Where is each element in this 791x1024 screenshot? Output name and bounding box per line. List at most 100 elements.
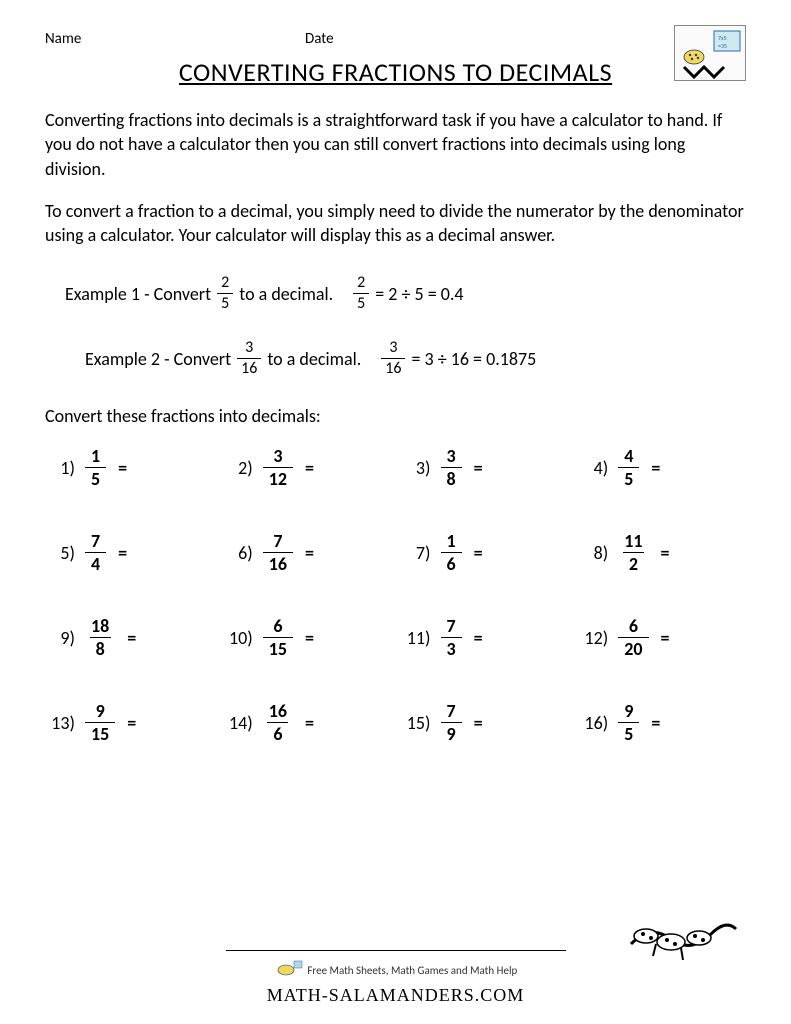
fraction: 16 xyxy=(441,532,462,573)
problem-number: 7) xyxy=(401,542,431,564)
numerator: 3 xyxy=(385,340,401,358)
problem-number: 3) xyxy=(401,457,431,479)
denominator: 8 xyxy=(441,467,462,488)
equals-sign: = xyxy=(305,712,314,734)
problem-number: 1) xyxy=(45,457,75,479)
denominator: 5 xyxy=(353,293,369,312)
fraction: 45 xyxy=(618,447,639,488)
problem-item: 11) 73 = xyxy=(401,617,569,658)
footer-tagline: Free Math Sheets, Math Games and Math He… xyxy=(307,964,517,977)
numerator: 1 xyxy=(441,532,462,552)
numerator: 16 xyxy=(263,702,293,722)
numerator: 7 xyxy=(85,532,106,552)
problem-number: 13) xyxy=(45,712,75,734)
problem-number: 14) xyxy=(223,712,253,734)
intro-paragraph-2: To convert a fraction to a decimal, you … xyxy=(45,199,746,248)
problem-item: 9) 188 = xyxy=(45,617,213,658)
problem-item: 2)312= xyxy=(223,447,391,488)
problem-number: 5) xyxy=(45,542,75,564)
equals-sign: = xyxy=(651,712,660,734)
date-label: Date xyxy=(245,30,746,48)
fraction: 166 xyxy=(263,702,293,743)
fraction: 312 xyxy=(263,447,293,488)
example-2: Example 2 - Convert 3 16 to a decimal. 3… xyxy=(85,340,746,377)
denominator: 5 xyxy=(217,293,233,312)
numerator: 4 xyxy=(618,447,639,467)
denominator: 15 xyxy=(85,722,115,743)
denominator: 12 xyxy=(263,467,293,488)
denominator: 3 xyxy=(441,637,462,658)
denominator: 5 xyxy=(618,722,639,743)
example-1: Example 1 - Convert 2 5 to a decimal. 2 … xyxy=(65,275,746,312)
problem-item: 8) 112 = xyxy=(578,532,746,573)
fraction: 112 xyxy=(618,532,648,573)
fraction: 2 5 xyxy=(217,275,233,312)
problem-item: 16)95= xyxy=(578,702,746,743)
numerator: 2 xyxy=(217,275,233,293)
denominator: 9 xyxy=(441,722,462,743)
example-calc: = 3 ÷ 16 = 0.1875 xyxy=(411,348,536,370)
equals-sign: = xyxy=(651,457,660,479)
numerator: 3 xyxy=(441,447,462,467)
problem-number: 6) xyxy=(223,542,253,564)
problem-number: 11) xyxy=(401,627,431,649)
problem-item: 12)620= xyxy=(578,617,746,658)
fraction: 15 xyxy=(85,447,106,488)
instruction-text: Convert these fractions into decimals: xyxy=(45,405,746,427)
fraction: 95 xyxy=(618,702,639,743)
fraction: 615 xyxy=(263,617,293,658)
problem-number: 2) xyxy=(223,457,253,479)
example-label: Example 2 - Convert xyxy=(85,348,231,370)
problem-number: 8) xyxy=(578,542,608,564)
numerator: 6 xyxy=(267,617,288,637)
problems-grid: 1)15=2)312=3)38=4)45=5)74=6)716=7)16=8)1… xyxy=(45,447,746,743)
name-label: Name xyxy=(45,30,245,48)
problem-item: 7)16= xyxy=(401,532,569,573)
denominator: 16 xyxy=(263,552,293,573)
numerator: 6 xyxy=(623,617,644,637)
intro-paragraph-1: Converting fractions into decimals is a … xyxy=(45,108,746,181)
numerator: 9 xyxy=(618,702,639,722)
example-label: Example 1 - Convert xyxy=(65,283,211,305)
svg-text:=35: =35 xyxy=(718,42,727,50)
fraction: 3 16 xyxy=(381,340,405,377)
problem-item: 3) 38 = xyxy=(401,447,569,488)
numerator: 2 xyxy=(353,275,369,293)
numerator: 11 xyxy=(618,532,648,552)
numerator: 7 xyxy=(441,702,462,722)
problem-item: 10)615= xyxy=(223,617,391,658)
problem-number: 4) xyxy=(578,457,608,479)
problem-number: 12) xyxy=(578,627,608,649)
problem-item: 15)79= xyxy=(401,702,569,743)
problem-number: 15) xyxy=(401,712,431,734)
page-title: CONVERTING FRACTIONS TO DECIMALS xyxy=(45,56,746,88)
equals-sign: = xyxy=(305,627,314,649)
problem-item: 13)915= xyxy=(45,702,213,743)
equals-sign: = xyxy=(661,627,670,649)
numerator: 3 xyxy=(241,340,257,358)
example-mid: to a decimal. xyxy=(239,283,333,305)
equals-sign: = xyxy=(127,627,136,649)
numerator: 7 xyxy=(267,532,288,552)
equals-sign: = xyxy=(474,457,483,479)
denominator: 16 xyxy=(237,358,261,377)
equals-sign: = xyxy=(127,712,136,734)
footer-logo-icon xyxy=(274,955,304,985)
numerator: 7 xyxy=(441,617,462,637)
denominator: 6 xyxy=(441,552,462,573)
equals-sign: = xyxy=(305,542,314,564)
fraction: 2 5 xyxy=(353,275,369,312)
problem-number: 9) xyxy=(45,627,75,649)
numerator: 18 xyxy=(85,617,115,637)
equals-sign: = xyxy=(474,627,483,649)
example-mid: to a decimal. xyxy=(267,348,361,370)
example-calc: = 2 ÷ 5 = 0.4 xyxy=(375,283,463,305)
denominator: 8 xyxy=(90,637,111,658)
denominator: 15 xyxy=(263,637,293,658)
footer-brand: MATH-SALAMANDERS.COM xyxy=(267,985,525,1005)
footer-divider xyxy=(226,950,566,951)
svg-text:7x5: 7x5 xyxy=(718,34,727,42)
fraction: 716 xyxy=(263,532,293,573)
denominator: 5 xyxy=(85,467,106,488)
equals-sign: = xyxy=(661,542,670,564)
